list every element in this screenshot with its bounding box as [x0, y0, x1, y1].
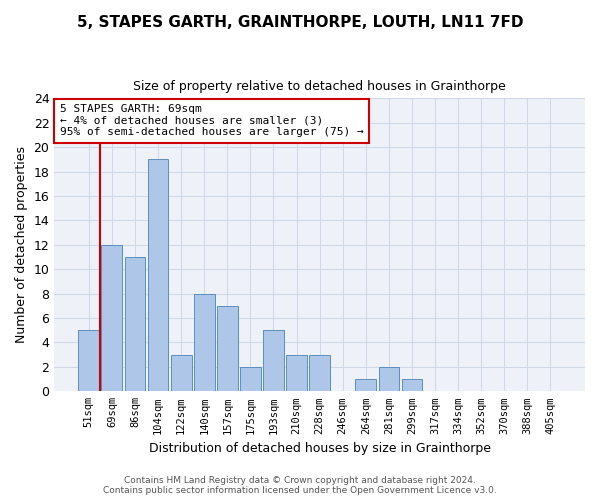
X-axis label: Distribution of detached houses by size in Grainthorpe: Distribution of detached houses by size …	[149, 442, 491, 455]
Bar	[148, 160, 169, 392]
Bar	[101, 245, 122, 392]
Title: Size of property relative to detached houses in Grainthorpe: Size of property relative to detached ho…	[133, 80, 506, 93]
Bar	[286, 354, 307, 392]
Bar	[355, 379, 376, 392]
Bar	[240, 367, 261, 392]
Bar	[263, 330, 284, 392]
Bar	[309, 354, 330, 392]
Bar	[379, 367, 399, 392]
Bar	[125, 257, 145, 392]
Bar	[194, 294, 215, 392]
Bar	[401, 379, 422, 392]
Bar	[79, 330, 99, 392]
Bar	[217, 306, 238, 392]
Text: 5, STAPES GARTH, GRAINTHORPE, LOUTH, LN11 7FD: 5, STAPES GARTH, GRAINTHORPE, LOUTH, LN1…	[77, 15, 523, 30]
Text: 5 STAPES GARTH: 69sqm
← 4% of detached houses are smaller (3)
95% of semi-detach: 5 STAPES GARTH: 69sqm ← 4% of detached h…	[59, 104, 364, 138]
Y-axis label: Number of detached properties: Number of detached properties	[15, 146, 28, 344]
Bar	[171, 354, 191, 392]
Text: Contains HM Land Registry data © Crown copyright and database right 2024.
Contai: Contains HM Land Registry data © Crown c…	[103, 476, 497, 495]
